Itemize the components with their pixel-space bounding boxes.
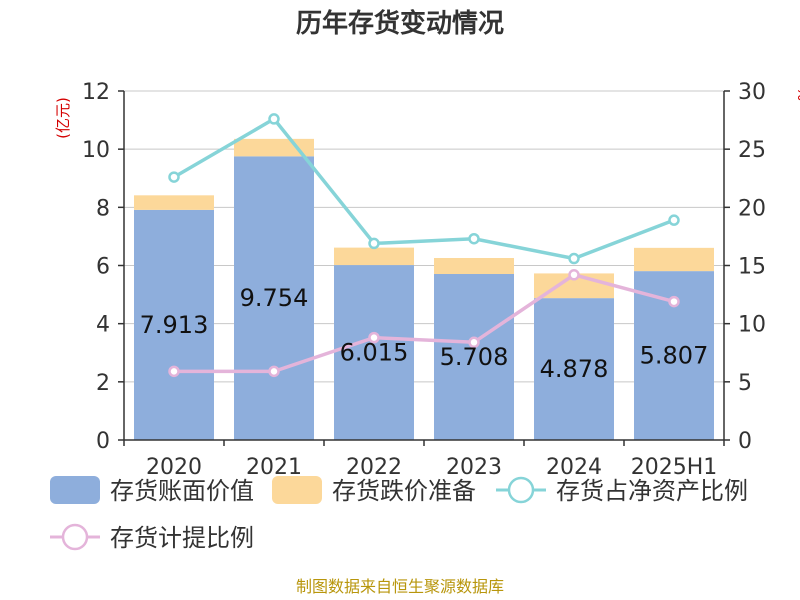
point-share-of-net-assets [568,252,580,265]
bar-book-value [134,209,214,440]
y-right-tick-label: 20 [738,196,766,221]
y-left-tick-label: 0 [96,429,110,454]
bars [134,138,714,440]
point-provision-ratio [668,295,680,308]
bar-impairment-reserve [434,257,514,274]
axes: 0 2 4 6 8 10 12 0 5 10 15 20 25 30 2020 2021 2022 2023 202… [82,80,766,480]
bar-impairment-reserve [334,247,414,266]
point-share-of-net-assets [368,237,380,250]
bar-value-label: 7.913 [140,311,209,339]
legend-label: 存货跌价准备 [332,477,476,505]
bar-value-label: 4.878 [540,355,609,383]
lines [168,113,680,378]
y-left-tick-label: 8 [96,196,110,221]
source-note: 制图数据来自恒生聚源数据库 [296,577,504,596]
y-right-tick-label: 10 [738,313,766,338]
legend-label: 存货占净资产比例 [556,477,748,505]
bar-book-value [534,298,614,440]
legend-marker [507,476,535,504]
y-left-tick-label: 6 [96,255,110,280]
point-provision-ratio [568,269,580,281]
x-tick-label: 2022 [346,455,402,480]
y-axis-right-label: % [794,87,800,101]
y-right-tick-label: 0 [738,429,752,454]
point-provision-ratio [368,331,380,344]
y-right-tick-label: 15 [738,255,766,280]
x-tick-label: 2020 [146,455,202,480]
y-right-tick-label: 25 [738,138,766,163]
bar-value-label: 5.708 [440,343,509,371]
bar-value-label: 9.754 [240,284,309,312]
bar-impairment-reserve [634,247,714,272]
point-share-of-net-assets [468,232,480,245]
point-share-of-net-assets [268,113,280,125]
point-share-of-net-assets [668,214,680,226]
y-left-tick-label: 12 [82,80,110,105]
point-provision-ratio [468,336,480,349]
x-tick-label: 2024 [546,455,602,480]
y-left-tick-label: 4 [96,313,110,338]
bar-value-label: 6.015 [340,339,409,367]
y-right-tick-label: 5 [738,371,752,396]
bar-impairment-reserve [134,195,214,210]
point-share-of-net-assets [168,171,180,183]
legend-label: 存货账面价值 [110,477,254,505]
line-share-of-net-assets [173,116,675,261]
legend-label: 存货计提比例 [110,524,254,552]
point-provision-ratio [268,365,280,378]
line-provision-ratio [174,272,675,374]
data-labels: 7.913 9.754 6.015 5.708 4.878 5.807 [140,284,709,383]
bar-value-label: 5.807 [640,342,709,370]
chart-title: 历年存货变动情况 [296,8,504,39]
x-tick-label: 2023 [446,455,502,480]
y-left-tick-label: 10 [82,138,110,163]
bar-book-value [334,265,414,440]
bar-book-value [434,273,514,440]
bar-book-value [234,156,314,440]
x-tick-label: 2021 [246,455,302,480]
legend-swatch [272,476,322,504]
y-right-tick-label: 30 [738,80,766,105]
x-tick-label: 2025H1 [631,455,718,480]
point-provision-ratio [168,365,180,378]
legend-swatch [50,476,100,504]
y-axis-left-label: (亿元) [54,97,72,139]
legend-marker [61,523,89,551]
y-left-tick-label: 2 [96,371,110,396]
